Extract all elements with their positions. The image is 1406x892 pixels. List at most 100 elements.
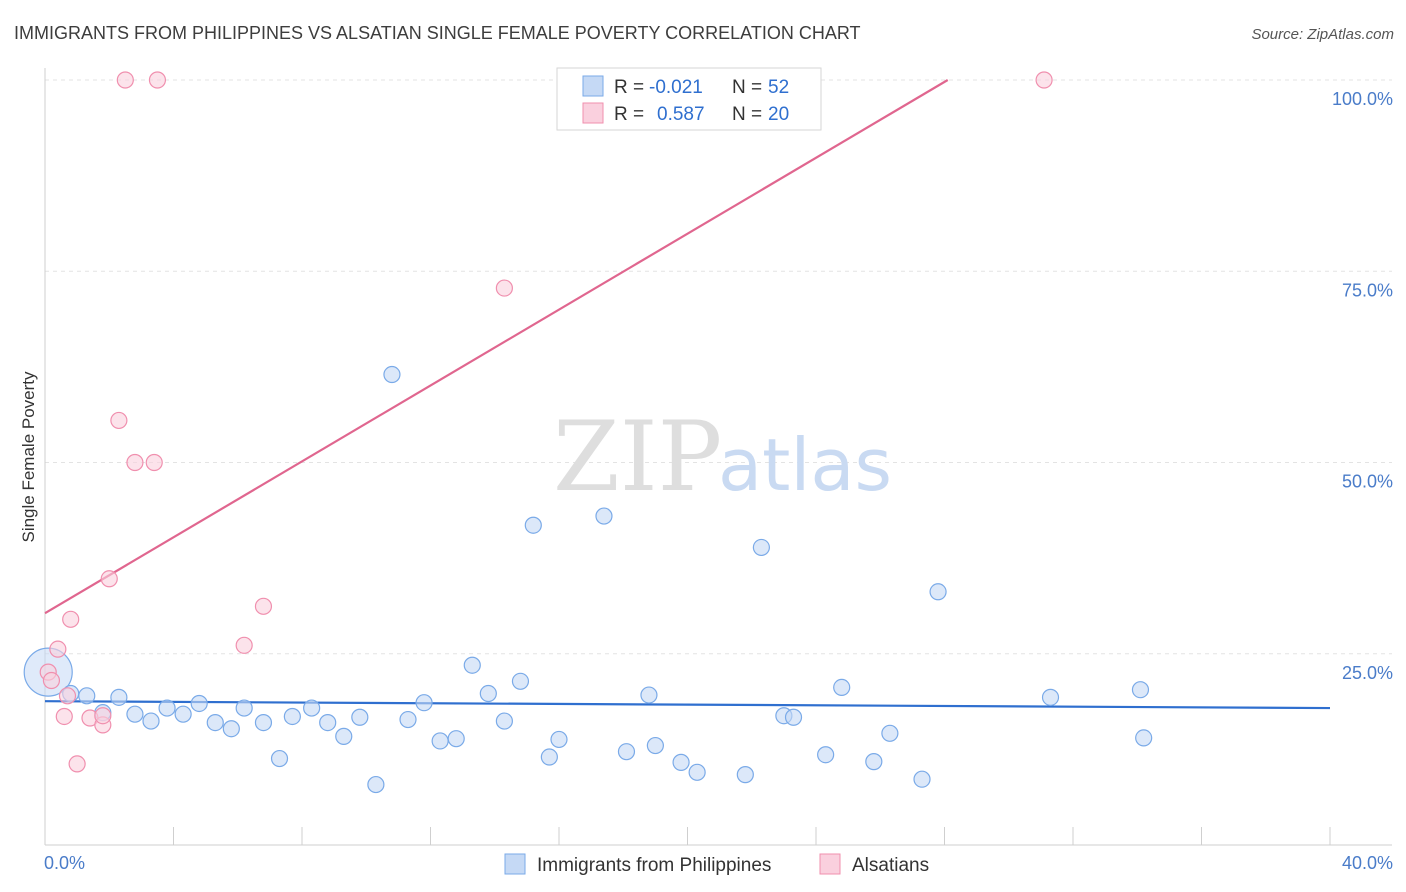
series-swatch-alsatians (819, 853, 841, 875)
correlation-legend: R = -0.021 N = 52 R = 0.587 N = 20 (556, 67, 822, 131)
axes (44, 68, 1392, 846)
point-s0-48 (929, 583, 947, 601)
point-s0-7 (158, 699, 176, 717)
point-s0-20 (367, 775, 385, 794)
point-s1-13 (145, 453, 163, 472)
point-s1-19 (42, 671, 61, 690)
y-tick-label-0: 25.0% (1342, 663, 1393, 683)
point-s0-42 (784, 708, 803, 726)
x-tick-max: 40.0% (1342, 853, 1393, 873)
point-s0-24 (431, 732, 449, 750)
x-tick-min: 0.0% (44, 853, 85, 873)
trend-line-0 (44, 700, 1331, 710)
point-s1-8 (94, 707, 112, 725)
point-s0-4 (110, 688, 128, 706)
point-s1-2 (55, 707, 73, 726)
point-s0-51 (1135, 729, 1153, 747)
trend-lines (44, 79, 1331, 710)
point-s0-33 (595, 507, 613, 525)
point-s0-5 (126, 705, 144, 723)
point-s1-10 (110, 411, 128, 430)
point-s0-25 (447, 730, 465, 748)
point-s0-22 (399, 710, 417, 729)
point-s1-12 (126, 453, 144, 472)
point-s0-2 (78, 687, 96, 705)
chart-source: Source: ZipAtlas.com (1251, 26, 1394, 43)
point-s1-4 (58, 687, 77, 705)
point-s0-46 (881, 724, 899, 742)
series-label-alsatians: Alsatians (852, 855, 929, 876)
point-s0-39 (736, 766, 754, 784)
point-s0-47 (913, 770, 931, 788)
point-s0-16 (303, 699, 321, 717)
point-s0-37 (672, 753, 690, 771)
point-s0-35 (640, 686, 658, 704)
point-s1-14 (148, 71, 167, 89)
watermark-zip: ZIP (553, 401, 722, 513)
point-s1-3 (62, 610, 80, 628)
legend-n-label-2: N = (732, 104, 762, 125)
y-tick-label-3: 100.0% (1332, 89, 1393, 109)
point-s0-11 (222, 720, 240, 738)
series-legend: Immigrants from Philippines Alsatians (504, 853, 929, 876)
point-s0-30 (524, 516, 542, 534)
point-s0-18 (335, 727, 353, 745)
point-s0-43 (817, 746, 835, 764)
y-tick-label-1: 50.0% (1342, 472, 1393, 492)
point-s1-5 (68, 755, 86, 773)
legend-n-value-2: 20 (768, 104, 789, 125)
watermark-atlas: atlas (718, 423, 892, 507)
gridlines (45, 79, 1392, 655)
point-s0-50 (1131, 681, 1150, 699)
point-s0-26 (463, 656, 481, 674)
point-s0-49 (1041, 688, 1060, 706)
point-s0-28 (495, 712, 513, 730)
y-tick-labels: 25.0% 50.0% 75.0% 100.0% (1332, 89, 1393, 683)
point-s0-21 (383, 365, 401, 384)
legend-swatch-alsatians (582, 102, 604, 124)
watermark: ZIP atlas (553, 401, 892, 513)
legend-swatch-philippines (582, 75, 604, 97)
y-axis-label: Single Female Poverty (19, 371, 38, 543)
y-tick-label-2: 75.0% (1342, 280, 1393, 300)
chart-title: IMMIGRANTS FROM PHILIPPINES VS ALSATIAN … (14, 23, 861, 43)
point-s0-29 (511, 672, 530, 690)
point-s0-31 (540, 748, 558, 766)
point-s1-11 (116, 71, 134, 89)
legend-r-label-1: R = (614, 77, 644, 98)
point-s0-34 (617, 743, 636, 761)
data-points (23, 71, 1153, 794)
point-s0-19 (351, 708, 369, 726)
legend-r-label-2: R = (614, 104, 644, 125)
legend-r-value-1: -0.021 (649, 77, 703, 98)
series-swatch-philippines (504, 853, 526, 875)
point-s0-17 (319, 713, 337, 732)
point-s0-44 (833, 678, 851, 697)
point-s1-17 (495, 279, 513, 297)
point-s0-38 (688, 763, 706, 781)
point-s1-15 (235, 636, 253, 654)
point-s0-45 (865, 753, 883, 771)
series-label-philippines: Immigrants from Philippines (537, 855, 771, 876)
point-s0-15 (283, 707, 301, 726)
point-s0-9 (190, 694, 208, 713)
legend-n-value-1: 52 (768, 77, 789, 98)
point-s0-36 (646, 736, 664, 755)
point-s0-23 (415, 694, 433, 712)
point-s0-27 (479, 684, 497, 703)
trend-line-1 (44, 79, 949, 615)
point-s1-18 (1035, 71, 1053, 89)
point-s1-9 (100, 570, 118, 588)
point-s0-8 (174, 705, 192, 723)
legend-n-label-1: N = (732, 77, 762, 98)
point-s0-12 (235, 699, 253, 717)
point-s0-40 (752, 538, 770, 557)
legend-r-value-2: 0.587 (657, 104, 705, 125)
point-s0-6 (142, 712, 160, 730)
point-s0-14 (270, 749, 289, 768)
point-s0-32 (550, 730, 568, 749)
point-s0-10 (206, 713, 224, 732)
point-s1-1 (49, 640, 67, 658)
point-s1-16 (254, 597, 273, 615)
